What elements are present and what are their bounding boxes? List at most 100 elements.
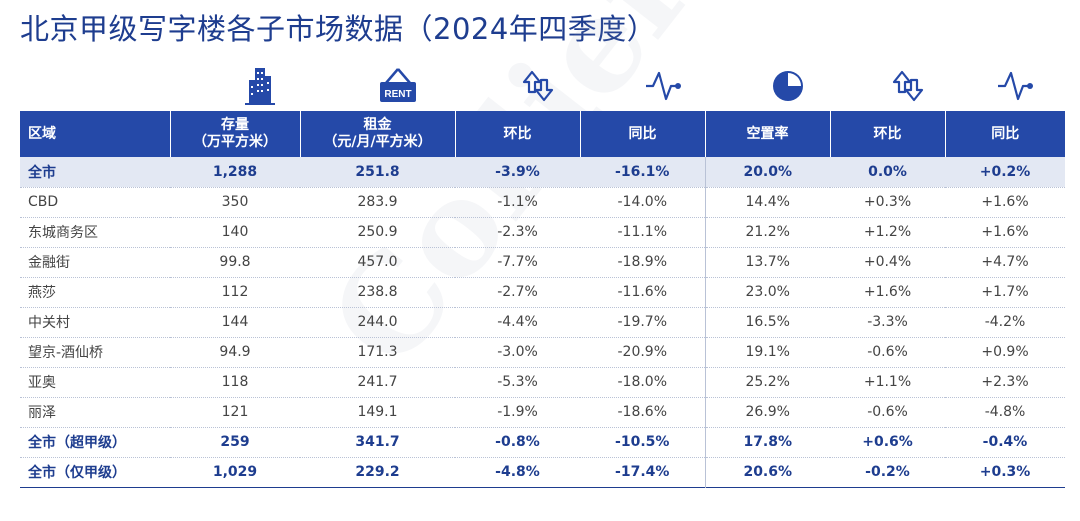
up-down-arrows-icon (475, 62, 600, 110)
cell-vac-yoy: +1.7% (981, 284, 1029, 300)
cell-vac-yoy: -0.4% (982, 434, 1028, 450)
cell-vac-yoy: +1.6% (981, 224, 1029, 240)
cell-rent: 229.2 (355, 464, 400, 480)
cell-vac-yoy: +2.3% (981, 374, 1029, 390)
table-row: 全市（仅甲级） 1,029 229.2 -4.8% -17.4% 20.6% -0.2% +0… (20, 457, 1065, 487)
cell-rent: 457.0 (357, 254, 398, 270)
cell-vac-qoq: +1.1% (863, 374, 912, 390)
rent-sign-text: RENT (384, 89, 411, 100)
cell-vac-yoy: +1.6% (981, 194, 1029, 210)
header-rent-label: 租金 (363, 117, 392, 133)
cell-region: 望京-酒仙桥 (28, 345, 104, 361)
cell-vacancy: 14.4% (704, 187, 830, 217)
submarket-data-table: 区域 存量 （万平方米） 租金 （元/月/平方米） 环比 同比 空置率 环比 同比 … (20, 111, 1065, 488)
cell-rent: 171.3 (357, 344, 398, 360)
cell-rent-yoy: -11.1% (617, 224, 668, 240)
table-row: 全市（超甲级） 259 341.7 -0.8% -10.5% 17.8% +0.6% -0.4… (20, 427, 1065, 457)
cell-rent: 341.7 (355, 434, 400, 450)
cell-rent-yoy: -18.6% (617, 404, 668, 420)
cell-stock: 112 (221, 284, 249, 300)
cell-vacancy: 23.0% (704, 277, 830, 307)
trend-line-icon (600, 62, 725, 110)
cell-vac-qoq: +0.6% (862, 434, 913, 450)
cell-vacancy: 20.6% (704, 457, 830, 487)
cell-region: 金融街 (28, 255, 70, 271)
cell-rent-yoy: -18.9% (617, 254, 668, 270)
cell-rent-yoy: -19.7% (617, 314, 668, 330)
table-row: 金融街 99.8 457.0 -7.7% -18.9% 13.7% +0.4% +4.7% (20, 247, 1065, 277)
cell-region: 东城商务区 (28, 225, 98, 241)
cell-vacancy: 16.5% (704, 307, 830, 337)
table-row: 丽泽 121 149.1 -1.9% -18.6% 26.9% -0.6% -4.8% (20, 397, 1065, 427)
cell-rent-qoq: -0.8% (495, 434, 540, 450)
cell-vac-qoq: -0.6% (867, 404, 908, 420)
cell-rent-yoy: -20.9% (617, 344, 668, 360)
header-region: 区域 (20, 111, 170, 157)
cell-vac-qoq: 0.0% (830, 157, 945, 187)
cell-region: 中关村 (28, 315, 70, 331)
cell-vacancy: 21.2% (704, 217, 830, 247)
cell-rent-yoy: -16.1% (580, 157, 705, 187)
column-icons-row: RENT (20, 62, 1065, 110)
cell-vac-qoq: +0.4% (863, 254, 912, 270)
table-row: 东城商务区 140 250.9 -2.3% -11.1% 21.2% +1.2% +1.6% (20, 217, 1065, 247)
cell-region: CBD (28, 194, 59, 210)
header-vacancy-qoq: 环比 (829, 111, 945, 157)
header-rent-unit: （元/月/平方米） (323, 134, 432, 150)
header-rent: 租金 （元/月/平方米） (299, 111, 455, 157)
table-row: 燕莎 112 238.8 -2.7% -11.6% 23.0% +1.6% +1.7% (20, 277, 1065, 307)
cell-region: 全市 (20, 157, 170, 187)
cell-vac-qoq: +1.6% (863, 284, 912, 300)
cell-vacancy: 26.9% (704, 397, 830, 427)
cell-rent-yoy: -10.5% (615, 434, 670, 450)
cell-vac-qoq: -0.6% (867, 344, 908, 360)
cell-vac-yoy: -4.2% (984, 314, 1026, 330)
cell-stock: 144 (221, 314, 249, 330)
header-stock-label: 存量 (221, 117, 249, 133)
table-header-row: 区域 存量 （万平方米） 租金 （元/月/平方米） 环比 同比 空置率 环比 同比 (20, 111, 1065, 157)
cell-vacancy: 25.2% (704, 367, 830, 397)
cell-rent-qoq: -5.3% (497, 374, 538, 390)
table-row: 全市 1,288 251.8 -3.9% -16.1% 20.0% 0.0% +0.2% (20, 157, 1065, 187)
cell-rent: 250.9 (357, 224, 398, 240)
rent-sign-icon: RENT (320, 62, 475, 110)
header-stock-unit-end: ） (263, 134, 277, 150)
cell-region: 亚奥 (28, 375, 56, 391)
cell-rent-qoq: -3.0% (497, 344, 538, 360)
cell-vac-qoq: -0.2% (865, 464, 910, 480)
cell-rent: 251.8 (300, 157, 455, 187)
cell-vac-yoy: +0.3% (979, 464, 1031, 480)
cell-rent-yoy: -17.4% (615, 464, 670, 480)
cell-vacancy: 17.8% (704, 427, 830, 457)
building-icon (200, 62, 320, 110)
cell-stock: 99.8 (219, 254, 251, 270)
cell-stock: 118 (221, 374, 249, 390)
cell-rent: 283.9 (357, 194, 398, 210)
cell-rent: 149.1 (357, 404, 398, 420)
cell-rent-qoq: -1.1% (497, 194, 538, 210)
cell-stock: 121 (221, 404, 249, 420)
trend-line-icon (965, 62, 1065, 110)
cell-vacancy: 13.7% (704, 247, 830, 277)
cell-region: 全市（仅甲级） (28, 465, 126, 481)
header-rent-yoy: 同比 (579, 111, 705, 157)
cell-region: 全市（超甲级） (28, 435, 126, 451)
cell-stock: 259 (220, 434, 250, 450)
cell-vac-qoq: -3.3% (867, 314, 908, 330)
header-vacancy-yoy: 同比 (944, 111, 1065, 157)
table-row: 亚奥 118 241.7 -5.3% -18.0% 25.2% +1.1% +2.3% (20, 367, 1065, 397)
up-down-arrows-icon (850, 62, 965, 110)
cell-stock: 350 (221, 194, 249, 210)
cell-rent-qoq: -1.9% (497, 404, 538, 420)
table-row: 中关村 144 244.0 -4.4% -19.7% 16.5% -3.3% -4.2% (20, 307, 1065, 337)
cell-stock: 140 (221, 224, 249, 240)
cell-rent-qoq: -4.4% (497, 314, 538, 330)
page-title: 北京甲级写字楼各子市场数据（2024年四季度） (20, 12, 657, 46)
cell-stock: 1,029 (212, 464, 258, 480)
cell-vac-qoq: +0.3% (863, 194, 912, 210)
cell-rent-qoq: -4.8% (495, 464, 540, 480)
cell-rent-qoq: -7.7% (497, 254, 538, 270)
table-row: CBD 350 283.9 -1.1% -14.0% 14.4% +0.3% +1.6% (20, 187, 1065, 217)
cell-rent-yoy: -14.0% (617, 194, 668, 210)
cell-vac-yoy: +0.9% (981, 344, 1029, 360)
